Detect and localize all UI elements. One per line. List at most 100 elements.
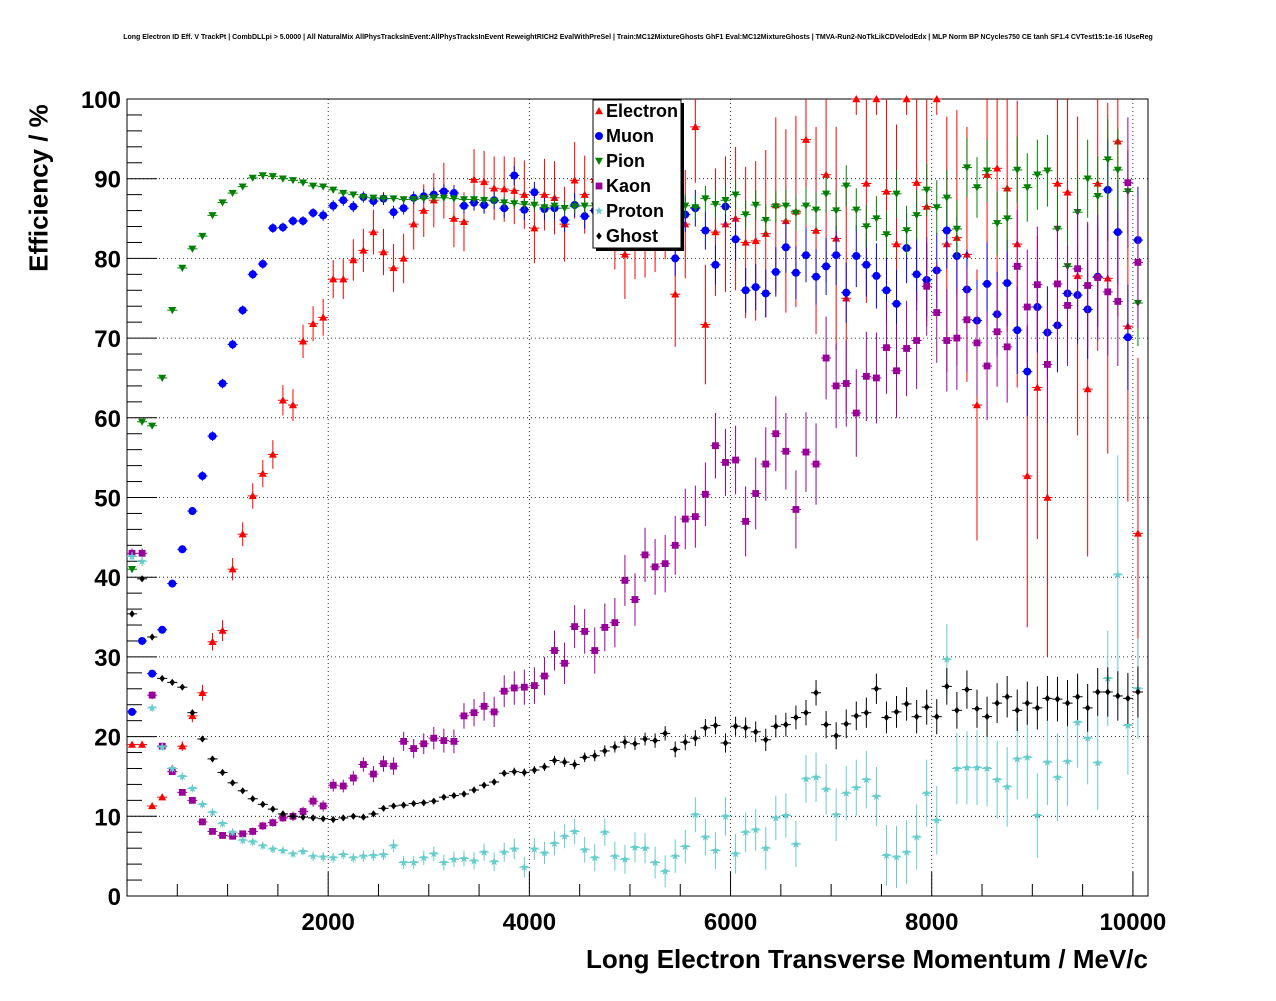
kaon-marker [812,460,820,468]
pion-point [760,204,771,237]
electron-marker [449,214,458,222]
pion-marker [500,199,509,207]
proton-point [539,841,550,865]
kaon-marker [541,672,548,680]
ghost-marker [461,790,467,798]
proton-point [197,799,208,809]
kaon-marker [893,367,900,375]
proton-marker [328,853,338,862]
pion-marker [962,164,971,172]
electron-marker [751,236,760,245]
pion-marker [258,172,267,180]
proton-marker [711,846,720,855]
ghost-point [378,804,389,812]
kaon-marker [138,549,146,557]
muon-marker [1003,279,1012,288]
pion-point [891,169,902,218]
proton-marker [1043,757,1052,766]
kaon-point [670,515,681,575]
proton-marker [359,851,368,860]
proton-point [690,797,701,833]
ghost-marker [380,804,387,812]
kaon-marker [923,282,931,290]
proton-marker [992,775,1002,784]
pion-marker [731,191,740,199]
proton-point [891,825,902,889]
kaon-point [328,778,339,792]
muon-marker [671,254,680,263]
ghost-marker [712,721,719,730]
ghost-marker [169,678,176,687]
ghost-marker [249,795,256,803]
kaon-marker [480,702,488,710]
pion-point [1102,118,1113,201]
kaon-point [308,795,319,807]
muon-point [811,248,822,305]
proton-point [1042,719,1053,806]
ghost-marker [300,813,306,821]
ghost-point [831,722,842,750]
muon-point [267,223,278,233]
ghost-point [529,766,540,775]
pion-point [730,180,741,209]
pion-point [469,194,480,205]
ghost-point [469,786,480,794]
ghost-point [308,814,319,822]
kaon-marker [1074,265,1081,273]
pion-marker [1113,166,1122,174]
proton-marker [369,850,378,859]
kaon-point [338,779,349,793]
proton-marker [892,852,901,861]
muon-point [217,378,228,389]
muon-point [982,242,993,326]
pion-marker [520,201,529,209]
kaon-marker [410,745,418,752]
ghost-marker [531,766,538,774]
electron-marker [671,290,680,298]
muon-point [137,636,148,645]
kaon-point [358,757,369,772]
proton-marker [540,848,549,857]
proton-point [1092,715,1103,810]
proton-marker [278,846,288,855]
pion-marker [480,197,489,205]
muon-point [871,243,882,309]
pion-point [408,196,419,204]
proton-marker [1063,756,1072,765]
electron-marker [399,254,408,262]
electron-marker [248,491,257,500]
ghost-point [1122,672,1133,724]
ghost-point [579,752,590,763]
electron-marker [309,319,318,327]
proton-marker [600,827,610,836]
pion-point [318,183,329,191]
kaon-marker [832,382,840,390]
ghost-marker [1004,693,1010,701]
muon-point [277,222,288,233]
kaon-marker [430,734,438,742]
chart-title: Long Electron ID Eff. V TrackPt | CombDL… [123,34,1153,41]
ghost-point [479,781,490,789]
proton-point [619,844,630,874]
pion-point [479,195,490,206]
electron-marker [268,450,277,458]
ghost-point [338,814,349,822]
pion-marker [198,232,207,241]
kaon-marker [873,374,880,382]
proton-point [680,829,691,864]
electron-marker [570,176,579,184]
ghost-point [629,737,641,751]
electron-marker [198,688,207,696]
pion-marker [932,204,941,212]
pion-marker [540,204,549,212]
proton-marker [831,810,841,819]
ghost-marker [370,810,377,818]
proton-point [800,754,812,803]
pion-marker [470,196,479,204]
muon-marker [761,289,770,298]
muon-point [287,216,299,226]
ghost-point [921,689,932,725]
proton-point [418,850,429,865]
pion-point [871,196,882,241]
kaon-point [941,289,952,392]
